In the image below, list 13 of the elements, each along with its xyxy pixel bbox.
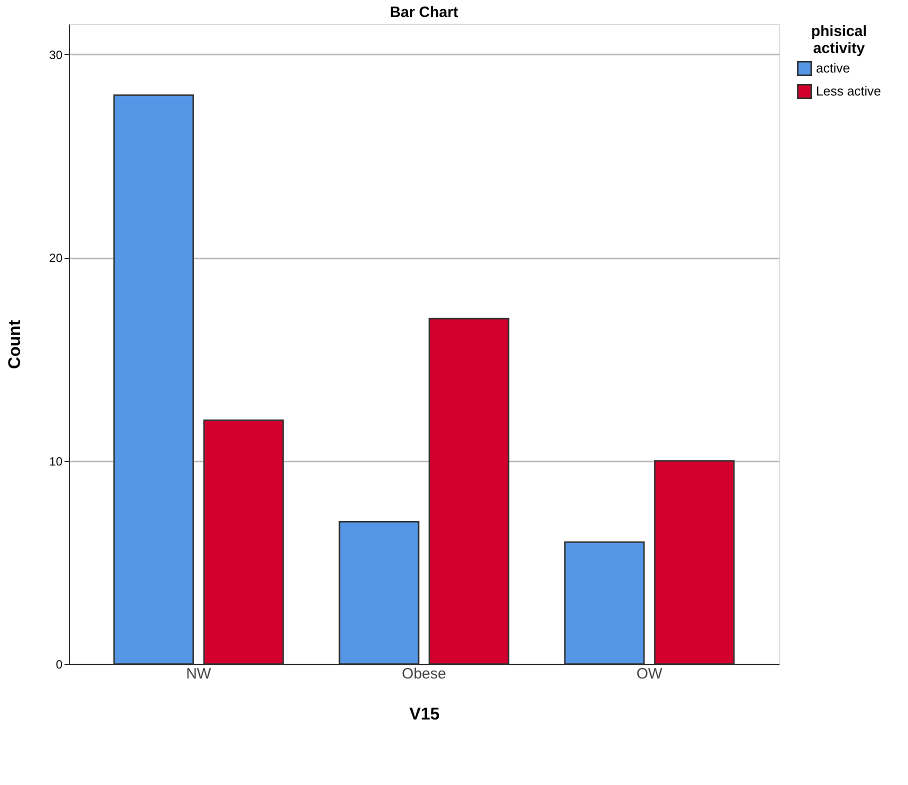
- legend-title: phisical activity: [811, 23, 867, 57]
- y-tick-label: 20: [49, 251, 63, 266]
- y-tick-label: 0: [56, 658, 63, 672]
- chart-title: Bar Chart: [390, 4, 458, 21]
- x-tick-label: NW: [186, 666, 212, 682]
- y-axis-title: Count: [5, 320, 24, 370]
- x-tick-label: OW: [636, 666, 664, 682]
- legend-label: Less active: [816, 84, 882, 98]
- y-tick-label: 30: [49, 48, 63, 62]
- x-tick-label: Obese: [402, 666, 446, 682]
- legend-label: active: [816, 60, 850, 76]
- y-tick-label: 10: [49, 454, 63, 468]
- x-axis-title: V15: [409, 704, 440, 724]
